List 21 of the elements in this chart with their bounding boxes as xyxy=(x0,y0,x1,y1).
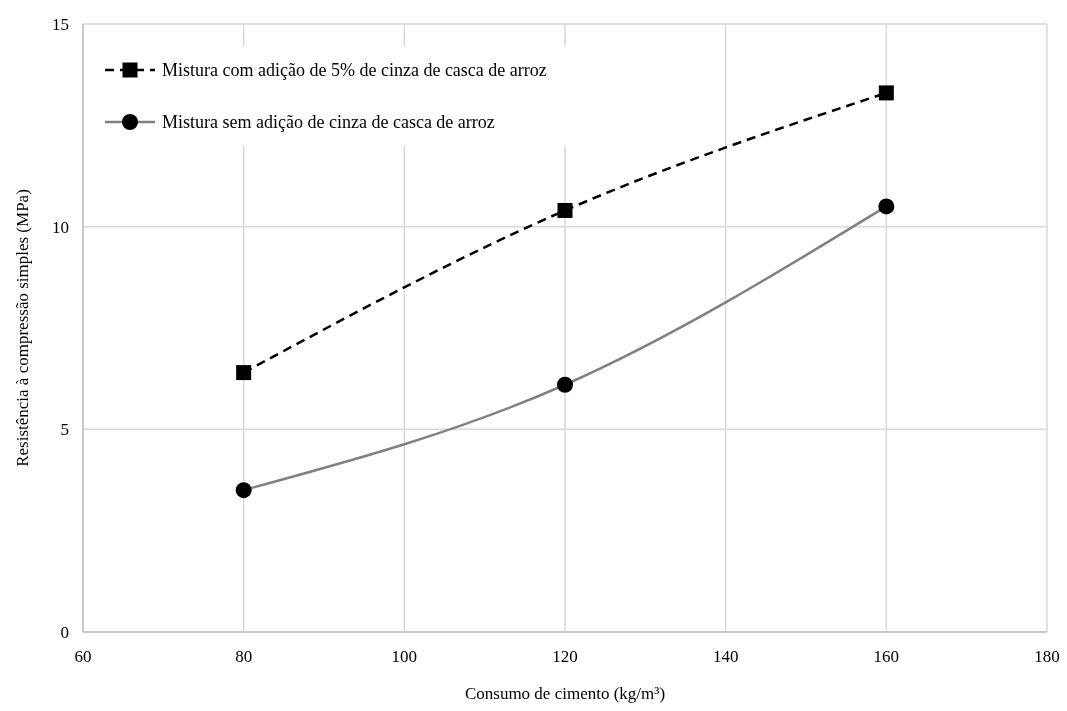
point xyxy=(557,376,573,393)
x-tick-label: 140 xyxy=(712,647,739,666)
legend-label: Mistura sem adição de cinza de casca de arroz xyxy=(162,112,495,132)
point xyxy=(878,198,895,215)
y-tick-label: 10 xyxy=(52,217,69,237)
point xyxy=(878,85,894,101)
x-tick-label: 180 xyxy=(1034,647,1060,666)
point xyxy=(236,365,252,381)
point xyxy=(557,202,573,218)
x-tick-label: 80 xyxy=(235,647,253,666)
point xyxy=(235,482,252,499)
x-tick-label: 60 xyxy=(74,647,92,666)
x-tick-label: 120 xyxy=(552,647,578,666)
y-tick-label: 15 xyxy=(52,15,69,34)
x-axis-title: Consumo de cimento (kg/m³) xyxy=(464,684,666,703)
x-tick-label: 160 xyxy=(873,647,900,666)
x-tick-label: 100 xyxy=(391,647,418,666)
y-tick-label: 0 xyxy=(60,623,69,642)
legend-label: Mistura com adição de 5% de cinza de casca de arroz xyxy=(162,60,547,80)
y-axis-title: Resistência à compressão simples (MPa) xyxy=(13,189,32,467)
y-tick-label: 5 xyxy=(60,420,69,440)
